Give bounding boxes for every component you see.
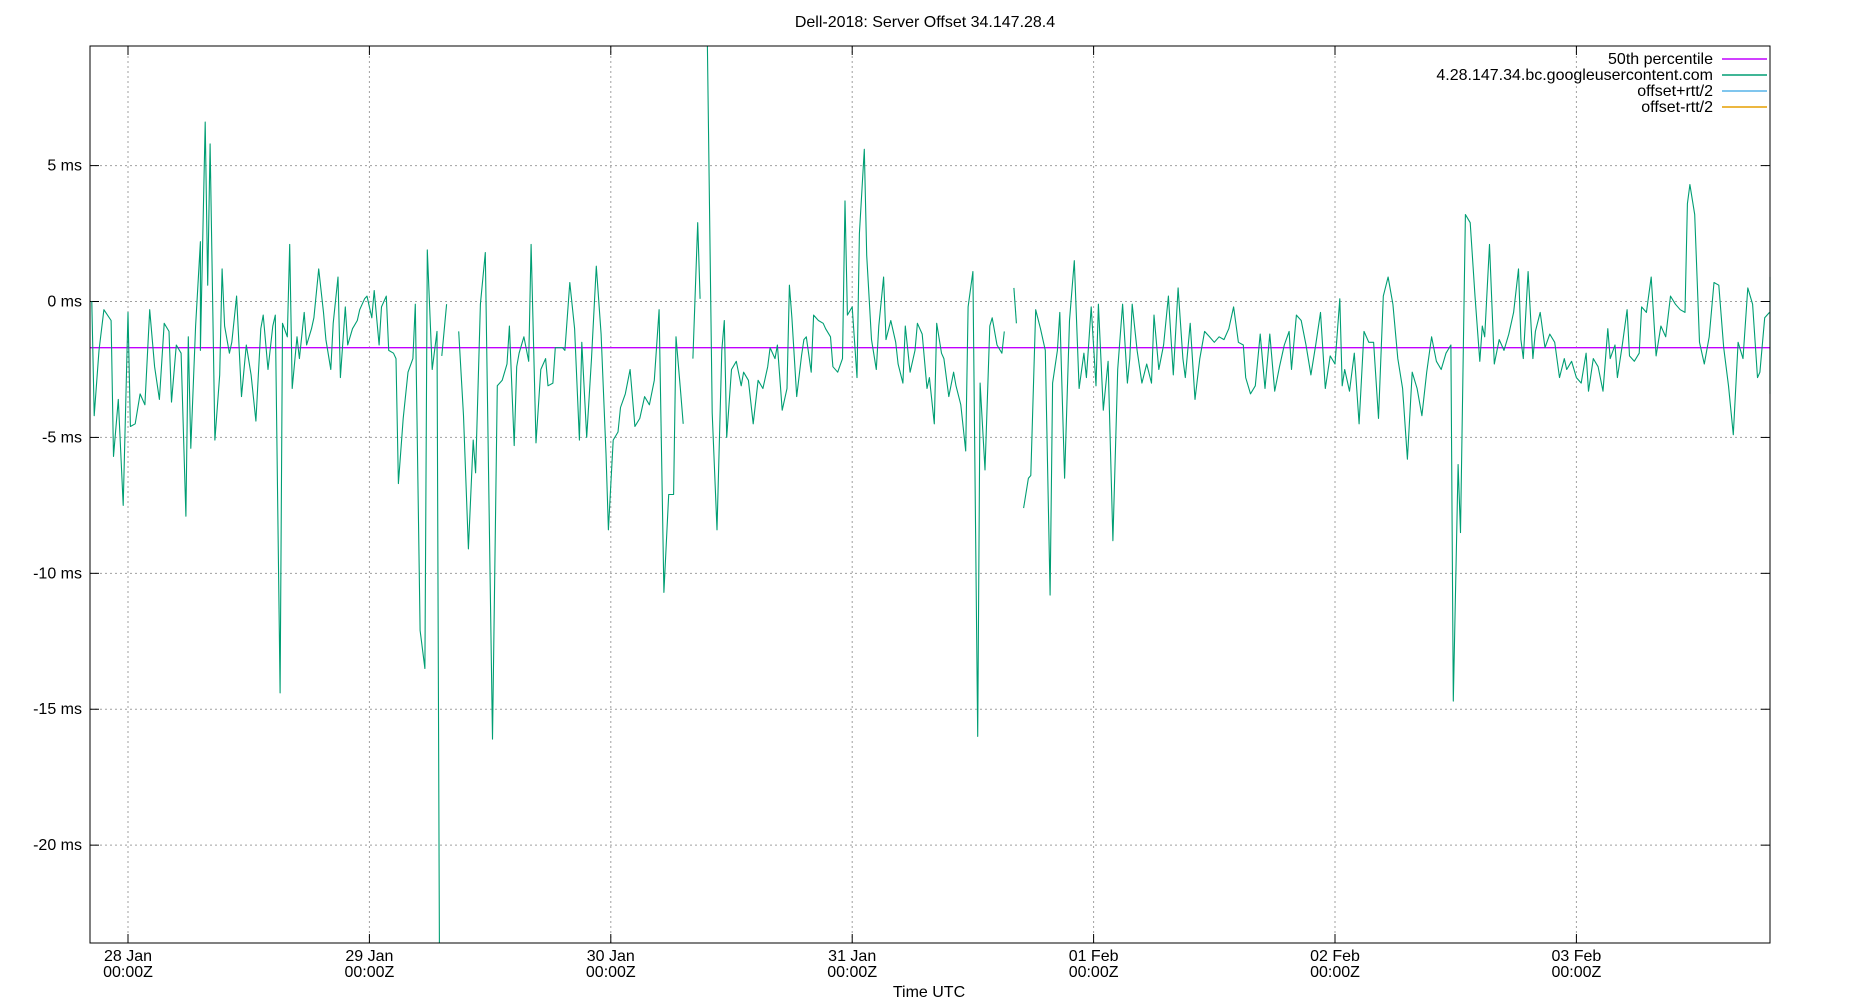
- y-tick-label: -5 ms: [42, 429, 82, 446]
- x-tick-label-time: 00:00Z: [344, 964, 394, 981]
- offset-series-line: [692, 222, 701, 359]
- x-tick-label-date: 31 Jan: [828, 948, 876, 965]
- y-tick-label: -15 ms: [33, 701, 82, 718]
- x-tick-label-date: 30 Jan: [587, 948, 635, 965]
- y-tick-label: 5 ms: [47, 158, 82, 175]
- plot-frame: [89, 45, 1771, 944]
- y-tick-label: 0 ms: [47, 294, 82, 311]
- x-tick-label-time: 00:00Z: [1310, 964, 1360, 981]
- offset-series-line: [458, 243, 684, 740]
- y-tick-label: -20 ms: [33, 837, 82, 854]
- x-tick-label-date: 03 Feb: [1551, 948, 1601, 965]
- chart-title: Dell-2018: Server Offset 34.147.28.4: [795, 14, 1055, 31]
- x-tick-label-date: 29 Jan: [345, 948, 393, 965]
- x-axis-label: Time UTC: [893, 984, 965, 1000]
- offset-series-line: [441, 304, 448, 356]
- legend-label: 50th percentile: [1608, 51, 1713, 68]
- x-tick-label-time: 00:00Z: [586, 964, 636, 981]
- y-tick-label: -10 ms: [33, 565, 82, 582]
- legend-label: 4.28.147.34.bc.googleusercontent.com: [1436, 67, 1713, 84]
- x-tick-label-date: 28 Jan: [104, 948, 152, 965]
- offset-series-line: [1013, 287, 1017, 324]
- x-tick-label-time: 00:00Z: [1551, 964, 1601, 981]
- offset-series-line: [91, 121, 440, 944]
- x-tick-label-time: 00:00Z: [1069, 964, 1119, 981]
- offset-series-line: [706, 45, 1005, 737]
- x-tick-label-time: 00:00Z: [103, 964, 153, 981]
- x-tick-label-date: 01 Feb: [1069, 948, 1119, 965]
- x-tick-label-date: 02 Feb: [1310, 948, 1360, 965]
- offset-series-line: [1023, 184, 1770, 702]
- legend-label: offset+rtt/2: [1637, 83, 1713, 100]
- x-tick-label-time: 00:00Z: [827, 964, 877, 981]
- legend-label: offset-rtt/2: [1641, 99, 1713, 116]
